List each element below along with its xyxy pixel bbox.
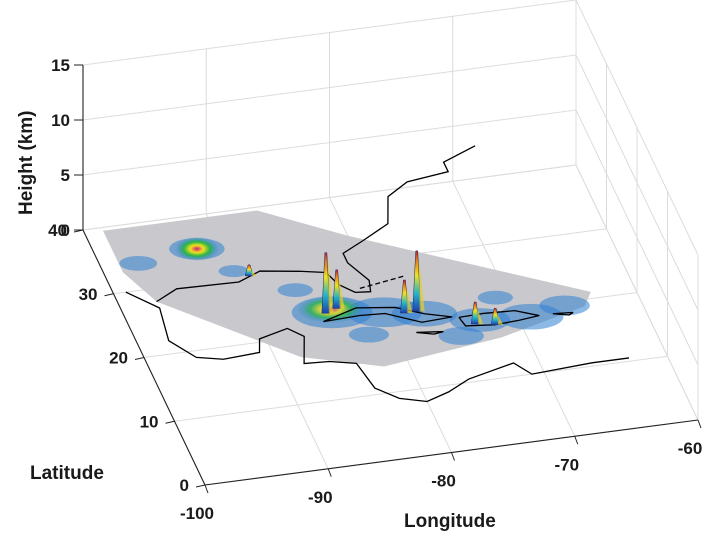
z-tick-label: 10 (51, 111, 70, 130)
x-tick-label: -100 (180, 504, 214, 523)
z-tick-label: 15 (51, 56, 70, 75)
x-tick-mark (204, 484, 209, 494)
precip-patch (348, 326, 390, 343)
x-tick-mark (327, 468, 332, 477)
coastline (323, 306, 453, 323)
x-tick-label: -90 (308, 488, 333, 507)
x-tick-label: -70 (554, 455, 579, 474)
grid-line (82, 54, 699, 311)
y-axis-label: Latitude (30, 463, 104, 484)
y-tick-label: 10 (140, 412, 159, 431)
y-tick-mark (165, 420, 175, 424)
coastline-map (125, 145, 630, 403)
boundary-line (359, 274, 407, 290)
precip-patch (438, 327, 484, 345)
storm-cell (174, 236, 219, 261)
x-tick-mark (574, 436, 579, 445)
y-tick-label: 40 (48, 221, 67, 240)
peak-spike (490, 308, 500, 325)
coastline (416, 330, 444, 335)
peak-spike (251, 270, 258, 276)
coastline (552, 311, 574, 316)
z-tick-label: 5 (61, 166, 70, 185)
precip-patch (539, 295, 590, 316)
y-tick-mark (104, 293, 114, 297)
peak-spike (321, 252, 331, 314)
y-tick-label: 30 (79, 285, 98, 304)
peak-spike (497, 314, 504, 325)
coastline (125, 291, 630, 403)
precip-patch (477, 290, 513, 305)
peak-spike (338, 275, 345, 309)
peak-spike (418, 256, 425, 312)
peak-spike (332, 269, 341, 309)
y-tick-label: 20 (109, 349, 128, 368)
peak-spike (327, 258, 334, 314)
grid-line (82, 109, 699, 366)
y-tick-mark (195, 484, 206, 488)
z-axis-label: Height (km) (16, 111, 37, 216)
grid-line (82, 164, 577, 231)
peaks-layer (244, 250, 504, 325)
y-tick-label: 0 (180, 476, 189, 495)
grid-line (174, 355, 668, 422)
x-tick-mark (451, 452, 455, 461)
y-tick-mark (134, 357, 145, 360)
x-axis-label: Longitude (404, 511, 496, 532)
peak-spike (477, 308, 484, 324)
peak-spike (470, 301, 480, 325)
x-tick-label: -80 (431, 472, 456, 491)
precip-patch (218, 265, 249, 278)
z-tick-label: 0 (61, 221, 70, 240)
peak-spike (412, 250, 422, 312)
peak-spike (400, 279, 409, 314)
precip-patch (277, 283, 313, 298)
coastline (156, 145, 476, 303)
precip-patch (119, 255, 158, 271)
x-tick-mark (697, 419, 702, 429)
peak-spike (406, 286, 413, 313)
coastline (458, 310, 540, 327)
peak-spike (244, 264, 254, 277)
x-tick-label: -60 (678, 439, 703, 458)
grid-line (82, 0, 699, 256)
